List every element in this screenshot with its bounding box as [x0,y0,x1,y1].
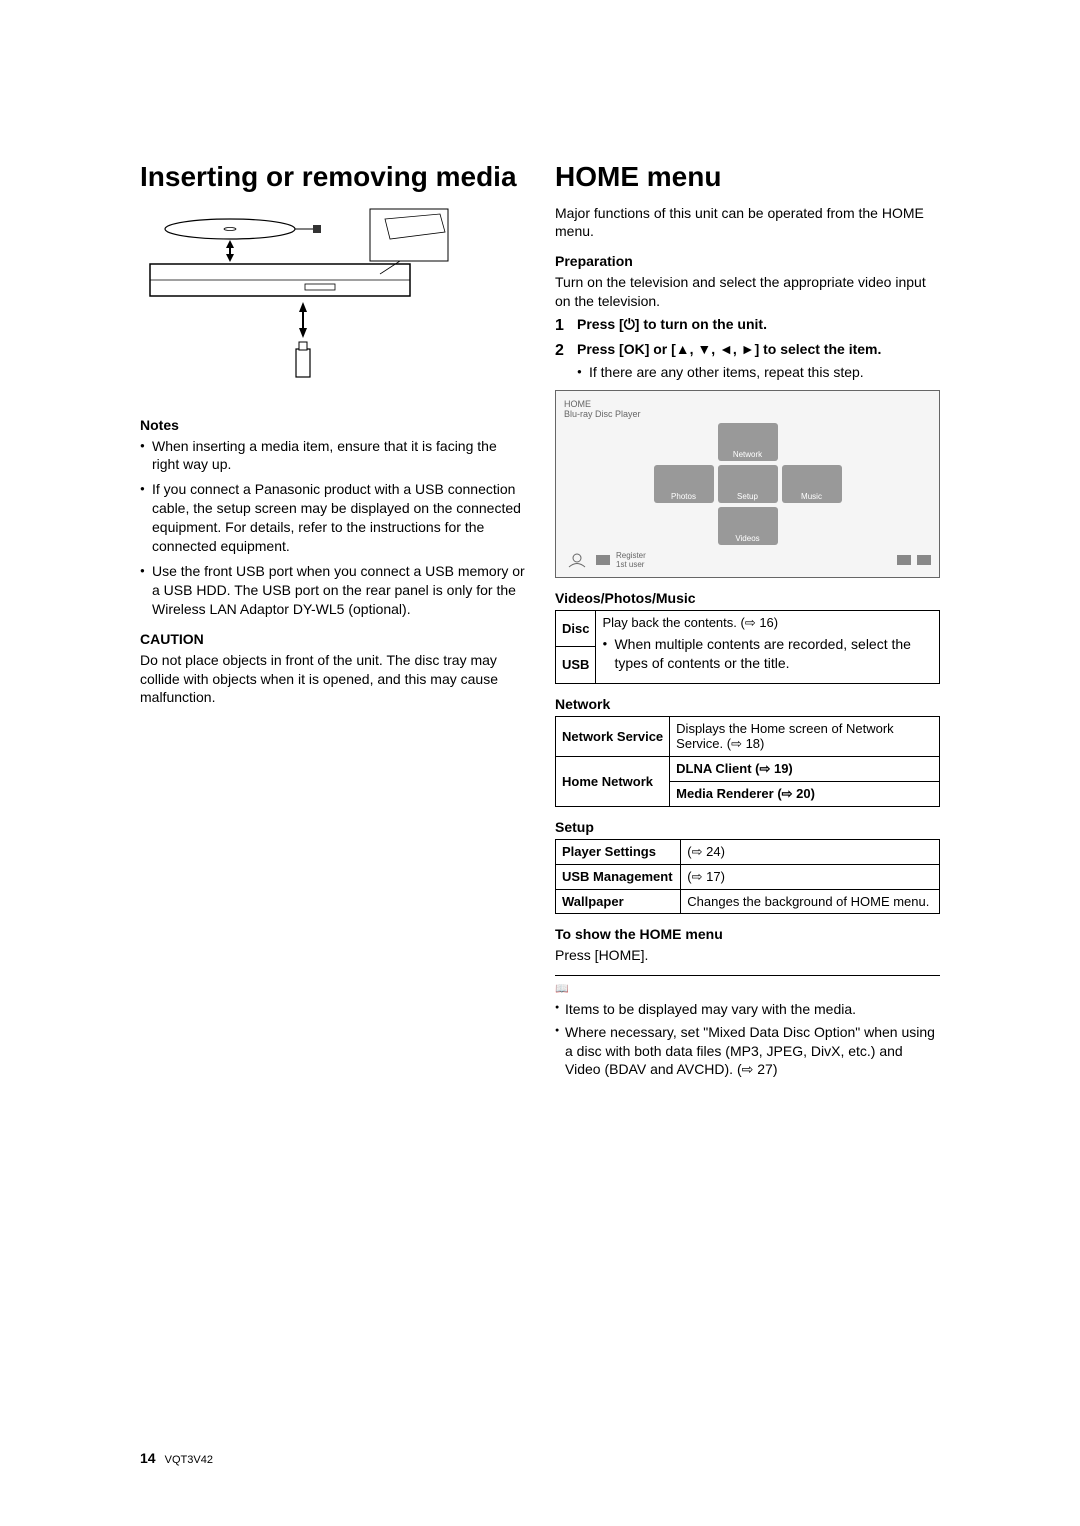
setup-table: Player Settings (⇨ 24) USB Management (⇨… [555,839,940,914]
left-column: Inserting or removing media [140,160,525,1081]
show-home-text: Press [HOME]. [555,946,940,965]
preparation-text: Turn on the television and select the ap… [555,273,940,311]
home-label: HOME [564,399,931,409]
home-screenshot: HOME Blu-ray Disc Player Network Photos … [555,390,940,578]
tile-photos: Photos [654,465,714,503]
disc-text: Play back the contents. (⇨ 16) [602,615,778,630]
hn-label: Home Network [556,756,670,806]
right-column: HOME menu Major functions of this unit c… [555,160,940,1081]
footer-square [596,555,610,565]
step-2: 2Press [OK] or [▲, ▼, ◄, ►] to select th… [555,340,940,382]
doc-code: VQT3V42 [165,1454,213,1466]
footnote-item: Items to be displayed may vary with the … [555,1000,940,1019]
step-2-text: Press [OK] or [▲, ▼, ◄, ►] to select the… [577,341,881,357]
vpm-heading: Videos/Photos/Music [555,590,940,606]
ns-label: Network Service [556,716,670,756]
footnote-item: Where necessary, set "Mixed Data Disc Op… [555,1023,940,1080]
tile-videos: Videos [718,507,778,545]
um-label: USB Management [556,864,681,889]
mr-text: Media Renderer (⇨ 20) [670,781,940,806]
footer-square [897,555,911,565]
footnote-block: 📖 Items to be displayed may vary with th… [555,982,940,1080]
setup-heading: Setup [555,819,940,835]
wp-label: Wallpaper [556,889,681,913]
device-illustration [140,204,525,399]
um-ref: (⇨ 17) [681,864,940,889]
right-title: HOME menu [555,160,940,194]
caution-heading: CAUTION [140,631,525,647]
book-icon: 📖 [555,983,569,995]
tile-setup: Setup [718,465,778,503]
vpm-content: Play back the contents. (⇨ 16) When mult… [596,610,940,683]
player-label: Blu-ray Disc Player [564,409,931,419]
vpm-shared-bullet: When multiple contents are recorded, sel… [602,635,933,673]
network-table: Network Service Displays the Home screen… [555,716,940,807]
note-item: If you connect a Panasonic product with … [140,480,525,556]
ns-text: Displays the Home screen of Network Serv… [670,716,940,756]
page-number: 14 [140,1450,156,1466]
user-icon [564,552,590,568]
step-1-text: Press [⏻] to turn on the unit. [577,316,767,332]
note-item: Use the front USB port when you connect … [140,562,525,619]
page-footer: 14 VQT3V42 [140,1450,213,1466]
intro-text: Major functions of this unit can be oper… [555,204,940,242]
ps-label: Player Settings [556,839,681,864]
usb-label: USB [556,647,596,683]
dlna-text: DLNA Client (⇨ 19) [670,756,940,781]
vpm-table: Disc Play back the contents. (⇨ 16) When… [555,610,940,684]
first-user-label: 1st user [616,560,646,569]
preparation-heading: Preparation [555,253,940,269]
tile-music: Music [782,465,842,503]
step-2-sub: If there are any other items, repeat thi… [577,363,940,382]
show-home-heading: To show the HOME menu [555,926,940,942]
disc-label: Disc [556,610,596,646]
step-1: 1Press [⏻] to turn on the unit. [555,315,940,334]
wp-text: Changes the background of HOME menu. [681,889,940,913]
note-item: When inserting a media item, ensure that… [140,437,525,475]
steps-list: 1Press [⏻] to turn on the unit. 2Press [… [555,315,940,382]
caution-text: Do not place objects in front of the uni… [140,651,525,708]
notes-list: When inserting a media item, ensure that… [140,437,525,619]
tile-network: Network [718,423,778,461]
left-title: Inserting or removing media [140,160,525,194]
ps-ref: (⇨ 24) [681,839,940,864]
network-heading: Network [555,696,940,712]
register-label: Register [616,551,646,560]
footnote-divider [555,975,940,976]
notes-heading: Notes [140,417,525,433]
footer-square [917,555,931,565]
